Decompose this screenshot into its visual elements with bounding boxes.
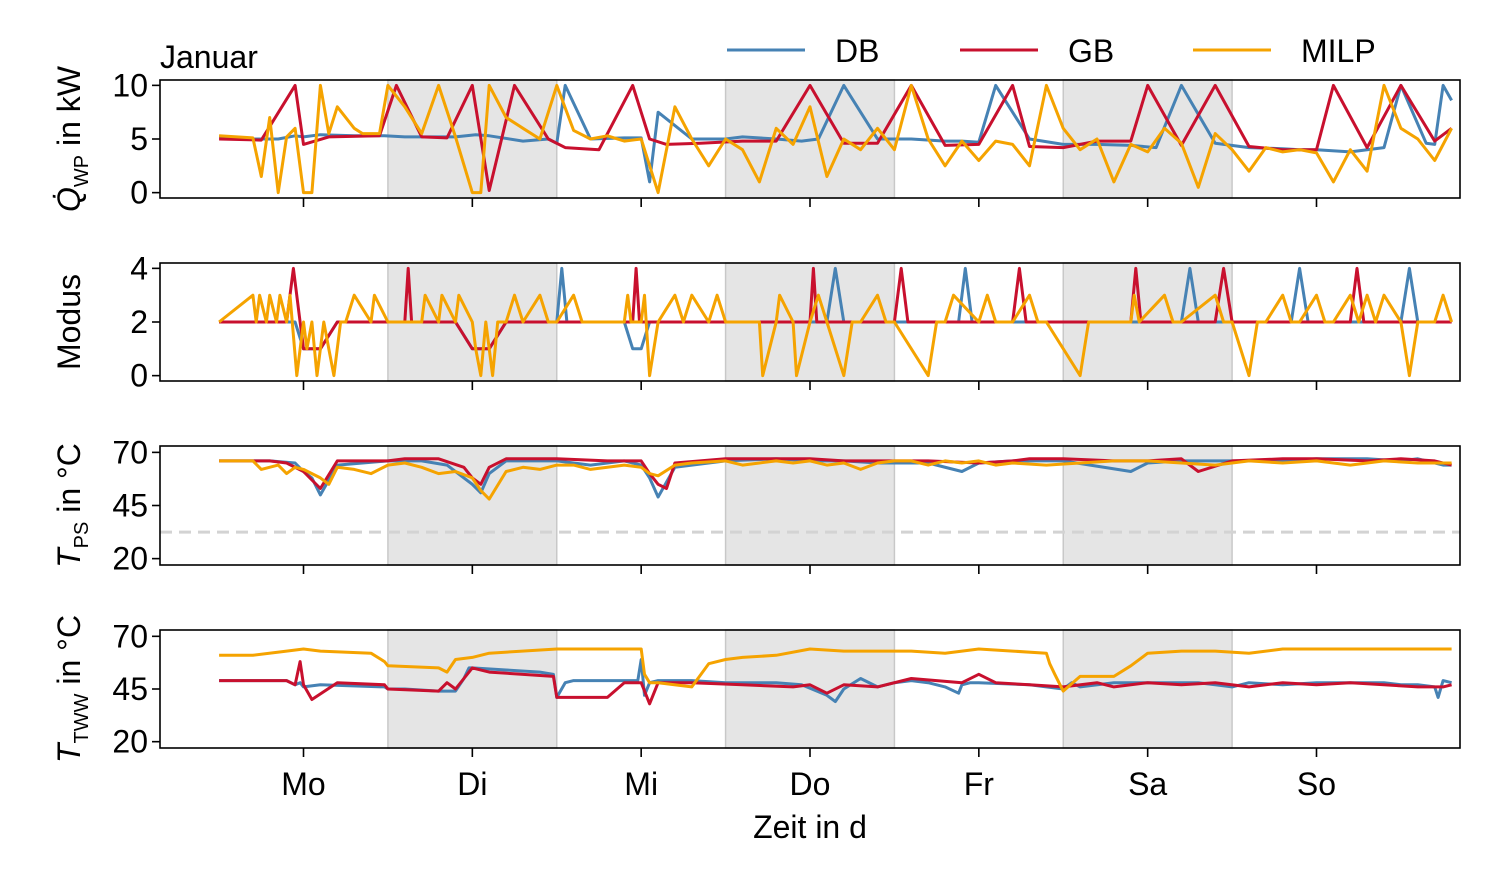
y-tick-label: 10: [112, 67, 148, 103]
chart-title: Januar: [160, 39, 258, 75]
y-axis-title: TTWW in °C: [51, 615, 93, 763]
y-tick-label: 2: [130, 304, 148, 340]
series-line-milp: [219, 83, 1453, 195]
x-tick-label-so: So: [1297, 766, 1336, 802]
x-tick-label-do: Do: [790, 766, 831, 802]
legend-label-milp: MILP: [1301, 33, 1376, 69]
y-tick-label: 70: [112, 434, 148, 470]
panel-3: 20 45 70 TPS in °C: [51, 434, 1461, 577]
panels: 0 5 10 Q̇WP in kW 0 2 4 Modus 20 45 70 TPS in °C 20 4…: [51, 65, 1461, 802]
legend-label-gb: GB: [1068, 33, 1114, 69]
y-axis-title: Q̇WP in kW: [51, 65, 93, 212]
y-tick-label: 20: [112, 541, 148, 577]
x-axis-title: Zeit in d: [753, 809, 867, 845]
series-line-gb: [219, 83, 1453, 192]
legend-label-db: DB: [835, 33, 879, 69]
y-tick-label: 45: [112, 488, 148, 524]
shaded-band-3: [1062, 629, 1233, 749]
y-tick-label: 5: [130, 121, 148, 157]
x-tick-label-mi: Mi: [624, 766, 658, 802]
x-tick-label-di: Di: [457, 766, 487, 802]
panel-2: 0 2 4 Modus: [51, 250, 1461, 394]
y-tick-label: 70: [112, 618, 148, 654]
y-tick-label: 45: [112, 671, 148, 707]
series-line-gb: [219, 660, 1452, 706]
y-tick-label: 20: [112, 724, 148, 760]
series-line-milp: [219, 459, 1452, 501]
y-axis-title: TPS in °C: [51, 443, 93, 568]
legend: DB GB MILP: [727, 33, 1376, 69]
series-line-milp: [218, 293, 1454, 378]
shaded-band-1: [387, 79, 558, 199]
series-line-gb: [219, 457, 1452, 490]
x-tick-label-fr: Fr: [964, 766, 995, 802]
shaded-band-3: [1062, 79, 1233, 199]
panel-1: 0 5 10 Q̇WP in kW: [51, 65, 1461, 212]
panel-4: 20 45 70 Mo Di Mi Do Fr Sa So TTWW in °C: [51, 615, 1461, 802]
y-tick-label: 4: [130, 250, 148, 286]
y-tick-label: 0: [130, 358, 148, 394]
x-tick-label-sa: Sa: [1128, 766, 1167, 802]
series-line-milp: [219, 647, 1452, 693]
x-tick-label-mo: Mo: [281, 766, 325, 802]
y-tick-label: 0: [130, 175, 148, 211]
y-axis-title: Modus: [51, 274, 87, 370]
